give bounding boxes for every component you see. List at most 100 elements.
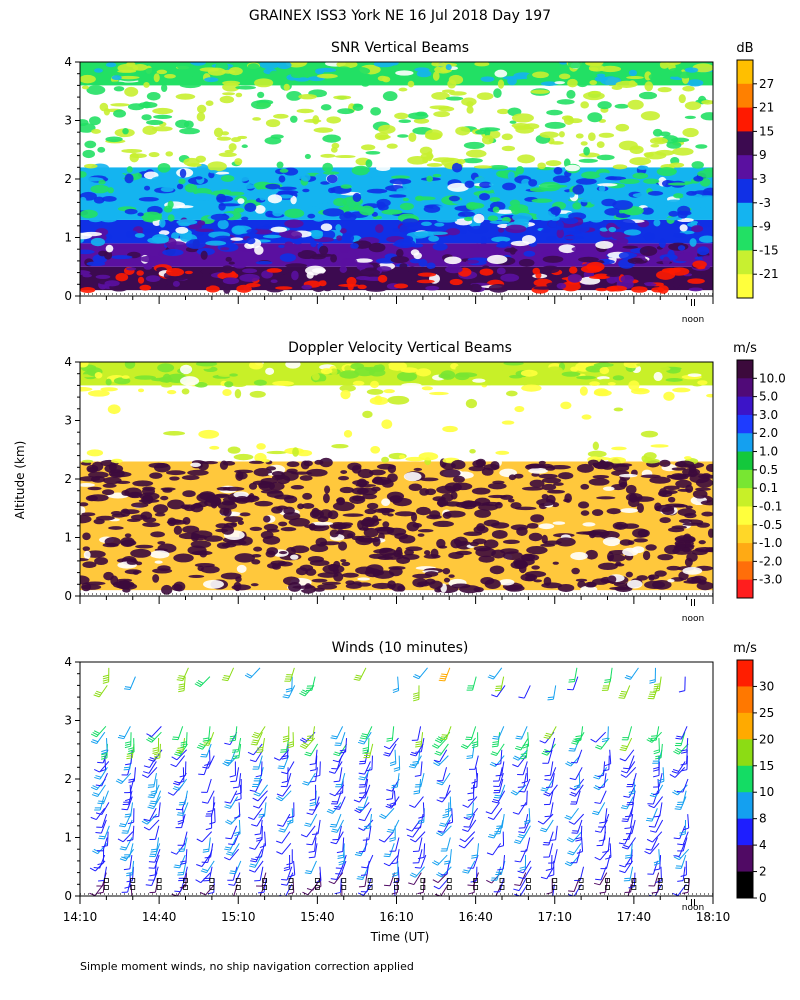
wind-barb-flag — [413, 694, 420, 697]
wind-barb-flag — [673, 751, 679, 755]
heatmap-cell — [102, 476, 122, 485]
wind-barb-flag — [413, 792, 420, 795]
heatmap-cell — [167, 241, 188, 251]
wind-barb-flag — [415, 745, 422, 748]
wind-barb-flag — [326, 810, 333, 814]
wind-barb — [212, 796, 215, 811]
heatmap-cell — [311, 372, 320, 381]
heatmap-cell — [300, 460, 310, 470]
wind-barb-flag — [102, 674, 109, 678]
wind-barb-flag — [680, 751, 687, 754]
heatmap-cell — [580, 510, 590, 516]
wind-barb-flag — [543, 736, 550, 740]
wind-barb-flag — [409, 874, 416, 878]
wind-barb-flag — [147, 796, 154, 799]
snr-heatmap — [80, 62, 713, 294]
heatmap-cell — [254, 245, 264, 255]
heatmap-cell — [468, 283, 482, 293]
wind-barb — [628, 825, 633, 840]
heatmap-cell — [80, 249, 95, 255]
colorbar-label: 27 — [759, 77, 774, 91]
heatmap-cell — [160, 186, 174, 192]
heatmap-cell — [556, 99, 575, 105]
wind-barb-flag — [383, 745, 390, 750]
wind-barb — [309, 743, 319, 757]
wind-barb — [677, 784, 688, 796]
heatmap-cell — [588, 478, 610, 486]
wind-barb — [154, 843, 161, 857]
heatmap-cell — [237, 135, 248, 140]
wind-barb-flag — [150, 792, 157, 795]
heatmap-cell — [650, 195, 668, 199]
wind-barb-flag — [141, 774, 148, 779]
wind-barb — [627, 726, 633, 740]
wind-barb — [524, 778, 531, 793]
heatmap-cell — [598, 172, 610, 177]
wind-barb — [363, 731, 372, 745]
wind-barb — [281, 790, 292, 802]
heatmap-cell — [667, 67, 682, 77]
heatmap-cell — [552, 521, 566, 525]
heatmap-cell — [290, 195, 297, 205]
heatmap-cell — [179, 168, 187, 179]
heatmap-cell — [650, 444, 669, 448]
wind-barb-flag — [434, 760, 441, 765]
wind-barb-flag — [299, 745, 306, 749]
wind-barb-flag — [514, 747, 522, 751]
heatmap-cell — [447, 182, 469, 192]
wind-barb-flag — [677, 880, 684, 882]
heatmap-cell — [146, 91, 161, 101]
heatmap-cell — [124, 86, 139, 97]
wind-barb — [201, 831, 213, 843]
wind-barb-flag — [365, 769, 373, 772]
wind-barb-flag — [360, 874, 368, 876]
heatmap-cell — [104, 250, 113, 260]
wind-barb-flag — [596, 744, 603, 748]
heatmap-cell — [281, 274, 291, 278]
heatmap-cell — [701, 99, 713, 105]
wind-barb — [365, 726, 373, 740]
wind-barb-flag — [202, 850, 209, 853]
heatmap-cell — [104, 280, 120, 287]
heatmap-cell — [568, 191, 575, 198]
heatmap-cell — [395, 70, 414, 76]
calm-marker — [657, 885, 663, 890]
heatmap-cell — [432, 173, 442, 178]
heatmap-cell — [465, 149, 487, 158]
wind-barb-flag — [361, 733, 368, 736]
heatmap-cell — [184, 183, 198, 193]
heatmap-cell — [126, 267, 137, 271]
wind-barb-flag — [467, 792, 474, 795]
heatmap-cell — [110, 511, 123, 516]
heatmap-cell — [647, 198, 655, 205]
wind-barb-flag — [248, 816, 255, 820]
heatmap-cell — [575, 178, 597, 185]
wind-barb — [154, 854, 160, 869]
wind-barb-flag — [302, 742, 309, 746]
heatmap-cell — [400, 367, 418, 373]
wind-barb-flag — [306, 739, 313, 742]
wind-barb-flag — [543, 793, 550, 797]
wind-barb-flag — [599, 821, 606, 824]
heatmap-cell — [190, 503, 204, 513]
wind-barb-flag — [492, 798, 499, 802]
heatmap-cell — [500, 273, 520, 282]
wind-barb-flag — [466, 815, 473, 818]
heatmap-cell — [636, 503, 644, 513]
wind-barb-flag — [391, 872, 398, 875]
colorbar-swatch — [737, 250, 753, 275]
wind-barb — [686, 755, 688, 770]
wind-barb-flag — [176, 814, 183, 816]
wind-barb — [501, 761, 505, 776]
wind-barb — [472, 872, 479, 886]
y-tick-label: 4 — [64, 655, 72, 669]
wind-barb-flag — [359, 737, 366, 740]
wind-barb — [500, 676, 505, 691]
heatmap-cell — [224, 381, 234, 388]
heatmap-cell — [589, 80, 597, 86]
wind-barb-flag — [306, 888, 313, 891]
heatmap-cell — [249, 362, 264, 370]
wind-barb — [314, 796, 320, 811]
wind-barb — [677, 884, 687, 896]
